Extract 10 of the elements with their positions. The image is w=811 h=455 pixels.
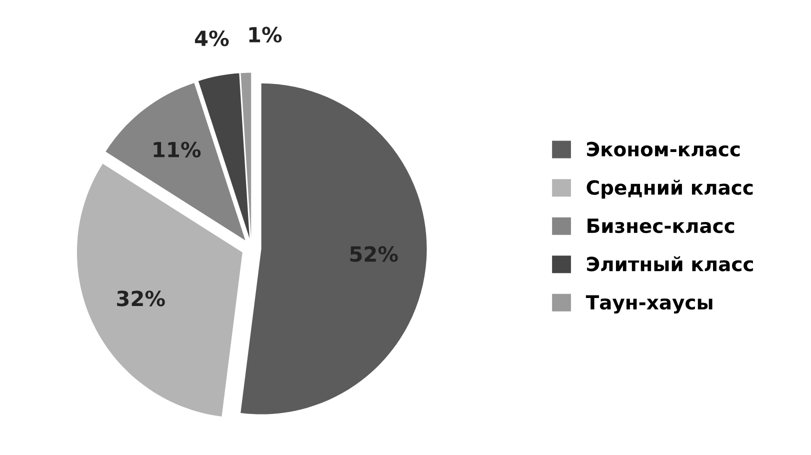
legend-label: Таун-хаусы — [586, 295, 712, 314]
data-label: 1% — [249, 26, 282, 43]
data-label: 52% — [350, 246, 398, 262]
legend-label: Эконом-класс — [587, 142, 740, 156]
data-label: 32% — [117, 290, 165, 306]
data-label: 4% — [194, 30, 229, 46]
legend-label: Средний класс — [586, 180, 753, 199]
legend-label: Элитный класс — [587, 256, 753, 272]
legend-label: Бизнес-класс — [588, 218, 734, 234]
data-label: 11% — [154, 142, 201, 158]
